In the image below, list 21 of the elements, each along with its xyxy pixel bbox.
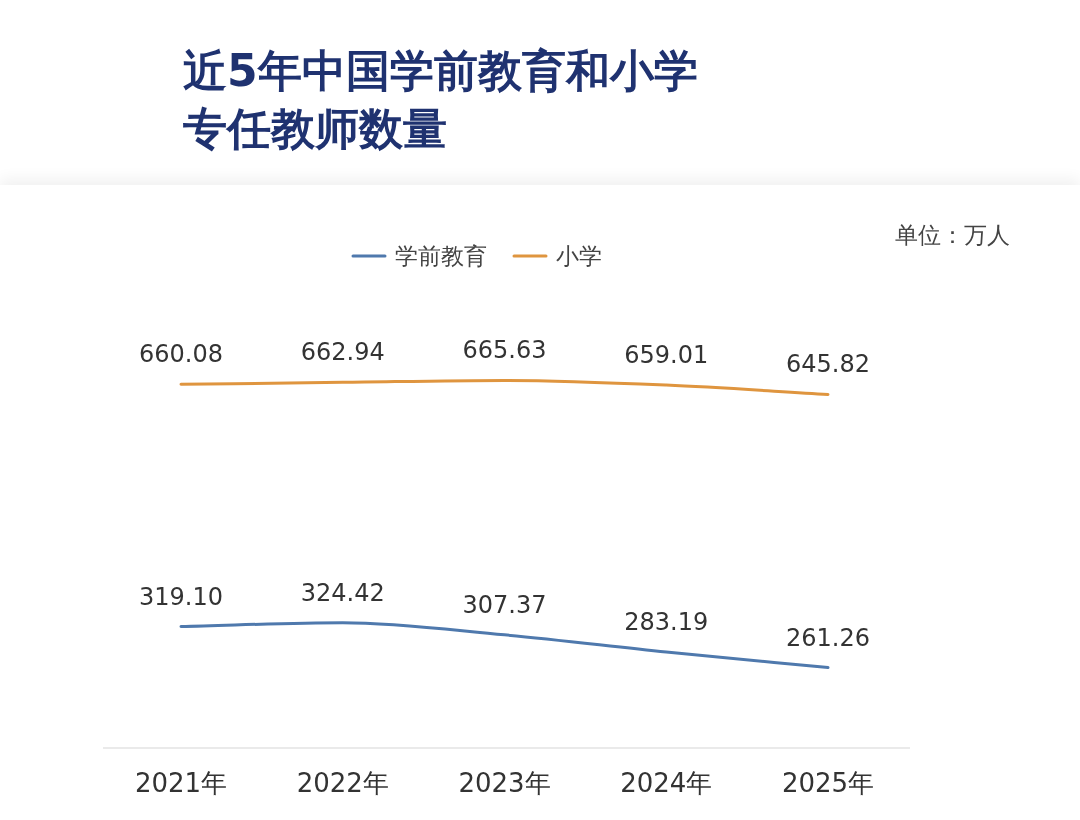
- legend-item: 学前教育: [351, 243, 487, 269]
- data-label: 659.01: [624, 341, 709, 370]
- data-label: 665.63: [462, 336, 547, 365]
- x-tick-label: 2022年: [296, 768, 389, 798]
- data-label: 261.26: [786, 623, 870, 652]
- x-tick-label: 2025年: [781, 768, 875, 798]
- x-tick-label: 2021年: [134, 768, 228, 798]
- data-label: 660.08: [139, 340, 223, 369]
- data-label: 319.10: [139, 582, 223, 611]
- data-label: 283.19: [624, 608, 709, 637]
- legend-item: 小学: [512, 243, 602, 269]
- text: 单位：万人: [895, 222, 1010, 248]
- chart-title: 近5年中国学前教育和小学专任教师数量: [183, 44, 699, 156]
- data-label: 645.82: [786, 350, 870, 379]
- legend-label: 学前教育: [395, 243, 487, 269]
- data-label: 307.37: [462, 590, 547, 619]
- data-label: 662.94: [300, 338, 385, 367]
- legend-label: 小学: [556, 243, 602, 269]
- data-label: 324.42: [300, 578, 385, 607]
- x-tick-label: 2023年: [458, 768, 551, 798]
- x-tick-label: 2024年: [620, 768, 713, 798]
